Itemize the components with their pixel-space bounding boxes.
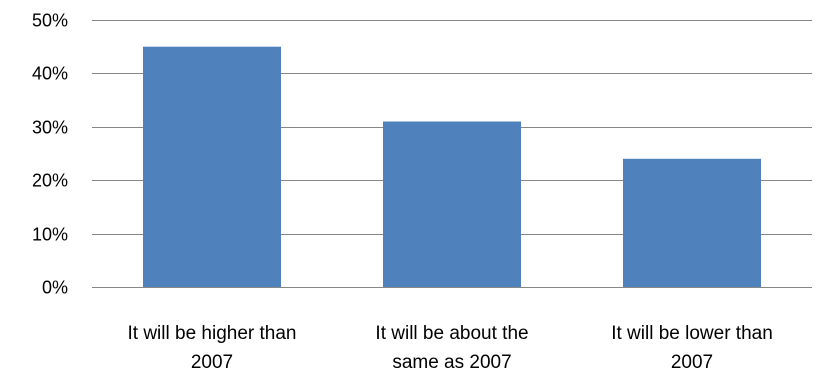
x-category-label-line: It will be lower than <box>611 323 773 344</box>
x-category-label-line: 2007 <box>191 352 233 373</box>
x-category-label-3: It will be lower than 2007 <box>611 323 773 373</box>
y-tick-label: 40% <box>32 64 68 84</box>
y-tick-label: 0% <box>42 278 68 298</box>
bar-2 <box>383 121 521 287</box>
x-category-label-line: It will be higher than <box>128 323 297 344</box>
y-tick-label: 10% <box>32 225 68 245</box>
x-category-label-2: It will be about the same as 2007 <box>375 323 528 373</box>
x-category-label-line: It will be about the <box>375 323 528 344</box>
x-category-label-line: same as 2007 <box>392 352 511 373</box>
y-tick-label: 50% <box>32 11 68 31</box>
bar-1 <box>143 46 281 288</box>
y-axis-ticks: 0% 10% 20% 30% 40% 50% <box>32 11 68 298</box>
x-category-label-line: 2007 <box>671 352 713 373</box>
x-axis-labels: It will be higher than 2007 It will be abo… <box>128 323 773 373</box>
y-tick-label: 20% <box>32 171 68 191</box>
x-category-label-1: It will be higher than 2007 <box>128 323 297 373</box>
bars <box>143 46 761 288</box>
y-tick-label: 30% <box>32 118 68 138</box>
bar-3 <box>623 158 761 287</box>
